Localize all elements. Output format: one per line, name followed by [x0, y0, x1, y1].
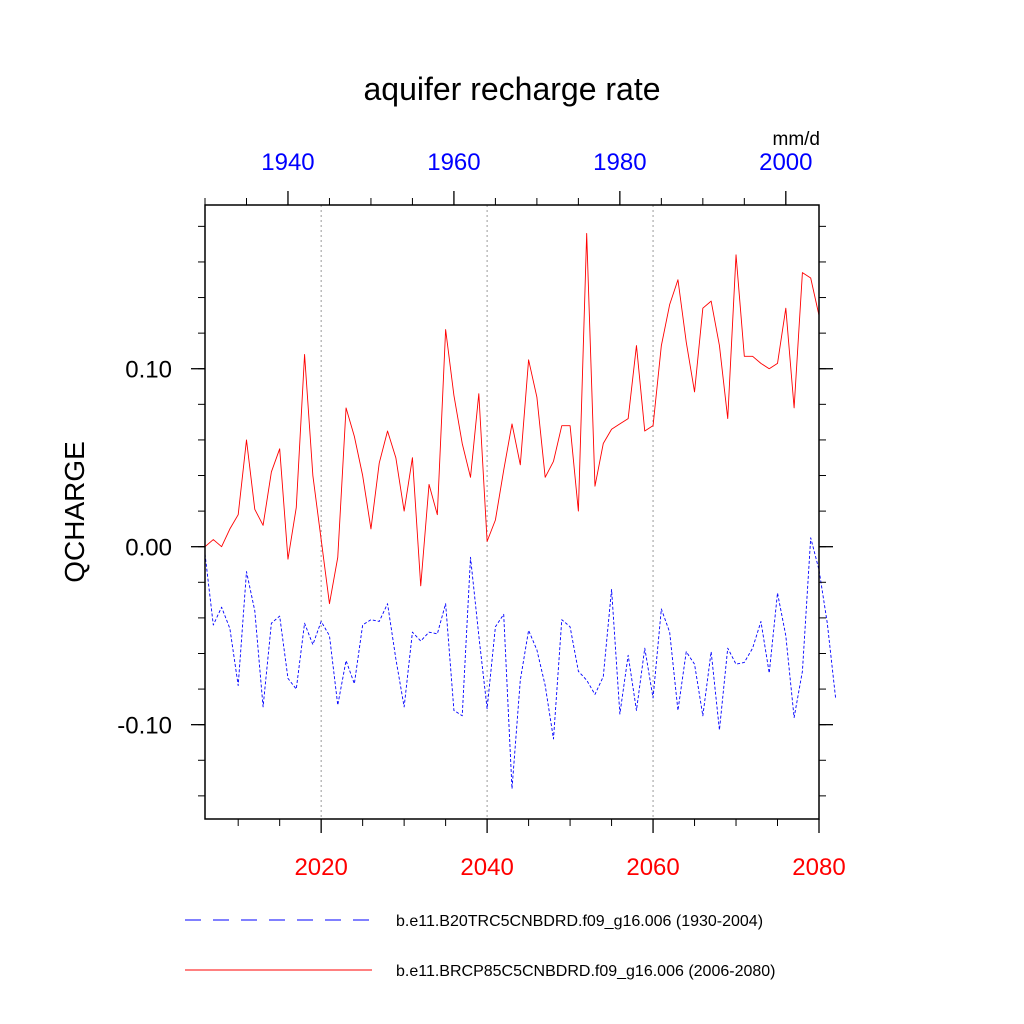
x-bottom-tick-label: 2080	[792, 854, 845, 881]
chart-title: aquifer recharge rate	[363, 71, 660, 107]
axis-ticks: -0.10 0.00 0.10 2020 2040 2060 2080 1940 1960 198…	[117, 149, 845, 881]
x-top-tick-label: 2000	[759, 149, 812, 176]
x-bottom-tick-label: 2060	[626, 854, 679, 881]
legend-label-0: b.e11.B20TRC5CNBDRD.f09_g16.006 (1930-20…	[396, 913, 763, 930]
y-axis-label: QCHARGE	[59, 441, 90, 583]
x-bottom-tick-label: 2020	[294, 854, 347, 881]
series-line-0	[204, 537, 837, 790]
units-label: mm/d	[773, 129, 821, 150]
legend-label-1: b.e11.BRCP85C5CNBDRD.f09_g16.006 (2006-2…	[396, 963, 775, 980]
y-tick-label: 0.10	[125, 357, 172, 384]
series-lines	[204, 233, 837, 790]
x-top-tick-label: 1960	[427, 149, 480, 176]
x-top-tick-label: 1980	[593, 149, 646, 176]
x-top-tick-label: 1940	[261, 149, 314, 176]
y-tick-label: -0.10	[117, 713, 172, 740]
series-line-1	[204, 233, 820, 605]
plot-frame	[204, 204, 820, 820]
x-bottom-tick-label: 2040	[460, 854, 513, 881]
grid-lines	[320, 205, 654, 819]
legend: b.e11.B20TRC5CNBDRD.f09_g16.006 (1930-20…	[185, 913, 775, 980]
y-tick-label: 0.00	[125, 535, 172, 562]
